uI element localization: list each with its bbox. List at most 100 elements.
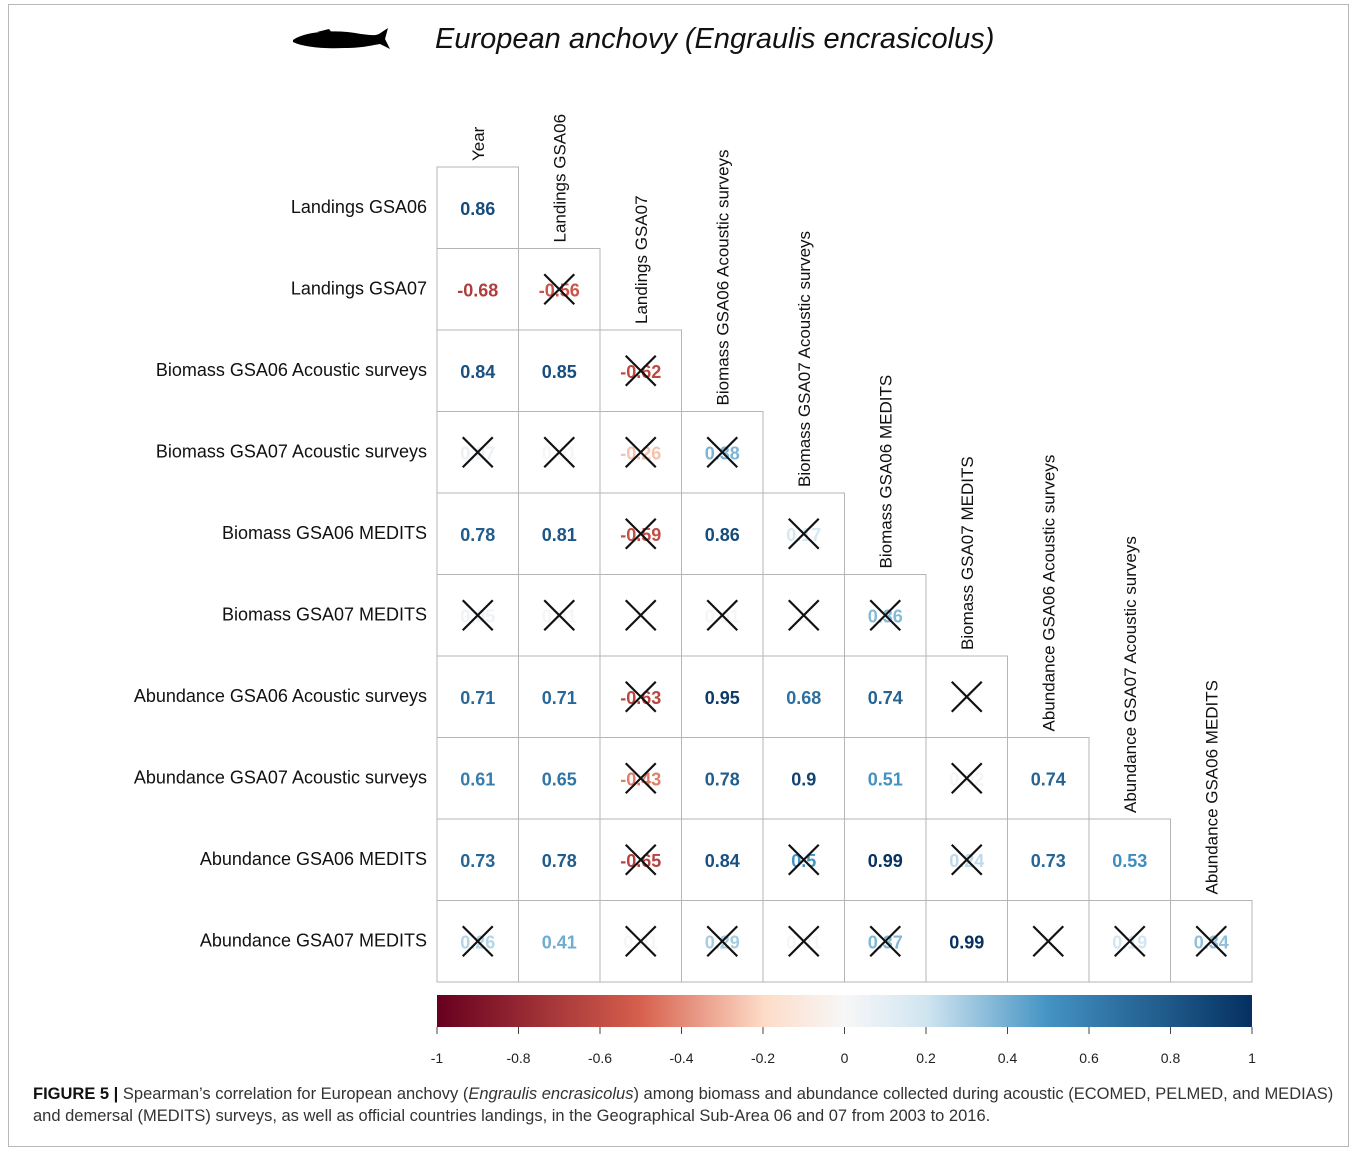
non-significant-cross-icon (543, 599, 576, 632)
figure-frame: European anchovy (Engraulis encrasicolus… (8, 4, 1349, 1147)
cell-r8-c0 (436, 818, 519, 901)
colorbar-gradient (437, 995, 1252, 1027)
non-significant-cross-icon (543, 436, 576, 469)
column-label: Biomass GSA07 Acoustic surveys (795, 231, 814, 487)
column-label: Landings GSA07 (632, 195, 651, 324)
cell-value: 0.86 (705, 525, 740, 545)
non-significant-cross-icon (787, 517, 820, 550)
cell-value: 0.61 (460, 769, 495, 789)
non-significant-cross-icon (950, 762, 983, 795)
non-significant-cross-icon (950, 680, 983, 713)
non-significant-cross-icon (869, 599, 902, 632)
non-significant-cross-icon (543, 273, 576, 306)
cell-value: 0.84 (460, 362, 495, 382)
non-significant-cross-icon (869, 925, 902, 958)
non-significant-cross-icon (461, 599, 494, 632)
correlation-grid: 0.86-0.68-0.560.840.85-0.620.070.01-0.26… (134, 114, 1253, 983)
column-label: Biomass GSA07 MEDITS (958, 456, 977, 650)
cell-r8-c3 (681, 818, 764, 901)
non-significant-cross-icon (1032, 925, 1065, 958)
row-label: Abundance GSA06 MEDITS (200, 849, 427, 869)
non-significant-cross-icon (950, 843, 983, 876)
caption-label: FIGURE 5 | (33, 1085, 119, 1103)
cell-r6-c1 (518, 655, 601, 738)
row-label: Abundance GSA07 Acoustic surveys (134, 768, 427, 788)
cell-r9-c5 (844, 900, 927, 983)
cell-r8-c7 (1007, 818, 1090, 901)
row-label: Biomass GSA07 Acoustic surveys (156, 442, 427, 462)
cell-value: 0.95 (705, 688, 740, 708)
caption-species: Engraulis encrasicolus (468, 1085, 634, 1103)
non-significant-cross-icon (624, 762, 657, 795)
chart-title: European anchovy (Engraulis encrasicolus… (435, 23, 994, 55)
cell-r7-c1 (518, 737, 601, 820)
non-significant-cross-icon (624, 354, 657, 387)
colorbar-tick-label: 0.4 (998, 1050, 1018, 1066)
cell-r6-c0 (436, 655, 519, 738)
cell-r7-c7 (1007, 737, 1090, 820)
column-label: Biomass GSA06 Acoustic surveys (713, 149, 732, 405)
cell-value: 0.99 (949, 932, 984, 952)
cell-value: 0.85 (542, 362, 577, 382)
column-label: Abundance GSA06 Acoustic surveys (1039, 455, 1058, 732)
row-label: Biomass GSA06 MEDITS (222, 523, 427, 543)
cell-value: 0.86 (460, 199, 495, 219)
cell-value: 0.73 (1031, 851, 1066, 871)
cell-r4-c1 (518, 492, 601, 575)
cell-value: 0.78 (542, 851, 577, 871)
non-significant-cross-icon (624, 680, 657, 713)
anchovy-icon (293, 28, 390, 49)
cell-value: 0.71 (542, 688, 577, 708)
non-significant-cross-icon (624, 517, 657, 550)
cell-value: 0.84 (705, 851, 740, 871)
cell-value: 0.74 (868, 688, 903, 708)
correlation-chart: European anchovy (Engraulis encrasicolus… (134, 23, 1256, 1066)
non-significant-cross-icon (624, 925, 657, 958)
cell-r6-c4 (762, 655, 845, 738)
non-significant-cross-icon (1195, 925, 1228, 958)
non-significant-cross-icon (706, 925, 739, 958)
cell-value: -0.68 (457, 280, 498, 300)
row-label: Landings GSA07 (291, 279, 427, 299)
non-significant-cross-icon (624, 599, 657, 632)
cell-value: 0.41 (542, 932, 577, 952)
cell-value: 0.73 (460, 851, 495, 871)
column-label: Abundance GSA06 MEDITS (1202, 680, 1221, 895)
colorbar-tick-label: -0.2 (751, 1050, 775, 1066)
caption-text-start: Spearman’s correlation for European anch… (118, 1085, 469, 1103)
row-label: Abundance GSA07 MEDITS (200, 931, 427, 951)
non-significant-cross-icon (706, 436, 739, 469)
cell-r4-c3 (681, 492, 764, 575)
cell-value: 0.9 (791, 769, 816, 789)
colorbar-tick-label: -1 (431, 1050, 444, 1066)
cell-r0-c0 (436, 166, 519, 249)
non-significant-cross-icon (1113, 925, 1146, 958)
colorbar-tick-label: 0.6 (1079, 1050, 1099, 1066)
non-significant-cross-icon (624, 436, 657, 469)
cell-value: 0.99 (868, 851, 903, 871)
cell-r4-c0 (436, 492, 519, 575)
colorbar-tick-label: -0.8 (506, 1050, 530, 1066)
row-label: Abundance GSA06 Acoustic surveys (134, 686, 427, 706)
column-label: Biomass GSA06 MEDITS (876, 375, 895, 569)
cell-value: 0.53 (1112, 851, 1147, 871)
non-significant-cross-icon (461, 436, 494, 469)
cell-value: 0.74 (1031, 769, 1066, 789)
column-label: Landings GSA06 (550, 114, 569, 243)
non-significant-cross-icon (461, 925, 494, 958)
colorbar-tick-label: 0.2 (916, 1050, 936, 1066)
cell-value: 0.65 (542, 769, 577, 789)
colorbar-tick-label: -0.6 (588, 1050, 612, 1066)
cell-value: 0.68 (786, 688, 821, 708)
cell-r7-c3 (681, 737, 764, 820)
row-label: Landings GSA06 (291, 197, 427, 217)
non-significant-cross-icon (624, 843, 657, 876)
caption-text-end: ) among biomass and abundance collected … (33, 1085, 1334, 1125)
cell-r6-c3 (681, 655, 764, 738)
non-significant-cross-icon (787, 599, 820, 632)
figure-caption: FIGURE 5 | Spearman’s correlation for Eu… (33, 1083, 1343, 1127)
non-significant-cross-icon (787, 925, 820, 958)
colorbar: -1 -0.8 -0.6 -0.4 -0.2 0 0.2 0.4 0.6 0.8 1 (431, 995, 1256, 1066)
cell-r9-c1 (518, 900, 601, 983)
colorbar-tick-label: 0.8 (1161, 1050, 1181, 1066)
